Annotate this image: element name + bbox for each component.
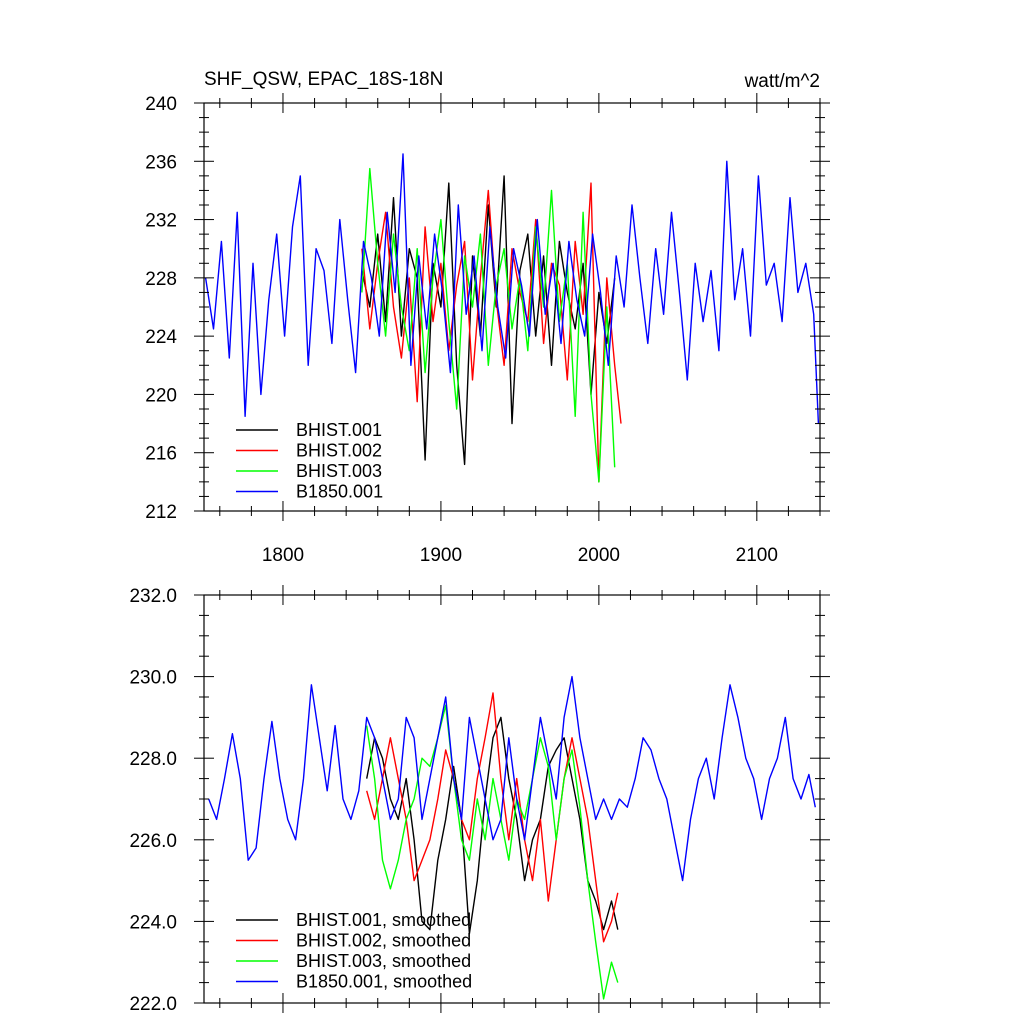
bottom-y-tick-label: 230.0 xyxy=(129,668,177,689)
bottom-legend-label-3: BHIST.003, smoothed xyxy=(296,951,471,971)
bottom-series-line-1 xyxy=(366,716,619,935)
bottom-y-tick-label: 226.0 xyxy=(129,831,177,852)
top-y-tick-label: 224 xyxy=(145,327,177,348)
bottom-legend-label-2: BHIST.002, smoothed xyxy=(296,931,471,951)
bottom-y-tick-label: 222.0 xyxy=(129,994,177,1015)
bottom-series-line-3 xyxy=(366,704,619,1000)
bottom-y-tick-label: 232.0 xyxy=(129,586,177,607)
top-y-tick-label: 232 xyxy=(145,211,177,232)
top-legend-label-1: BHIST.001 xyxy=(296,420,382,440)
top-y-tick-label: 212 xyxy=(145,502,177,523)
bottom-y-tick-label: 224.0 xyxy=(129,912,177,933)
top-x-tick-label: 1800 xyxy=(262,545,304,566)
top-series-line-3 xyxy=(361,167,616,483)
top-y-tick-label: 240 xyxy=(145,94,177,115)
top-legend-label-2: BHIST.002 xyxy=(296,441,382,461)
bottom-series-line-4 xyxy=(208,675,816,882)
top-y-tick-label: 236 xyxy=(145,152,177,173)
top-series-line-1 xyxy=(361,175,616,466)
top-y-tick-label: 220 xyxy=(145,385,177,406)
bottom-y-tick-label: 228.0 xyxy=(129,749,177,770)
top-legend-label-3: BHIST.003 xyxy=(296,461,382,481)
top-x-tick-label: 1900 xyxy=(420,545,462,566)
top-series-line-4 xyxy=(204,153,820,424)
top-y-tick-label: 228 xyxy=(145,269,177,290)
top-chart-title: SHF_QSW, EPAC_18S-18N xyxy=(204,69,443,90)
top-x-tick-label: 2000 xyxy=(578,545,620,566)
bottom-series-line-2 xyxy=(366,692,619,943)
bottom-legend-label-4: B1850.001, smoothed xyxy=(296,972,472,992)
bottom-legend-label-1: BHIST.001, smoothed xyxy=(296,910,471,930)
top-x-tick-label: 2100 xyxy=(736,545,778,566)
top-chart-units: watt/m^2 xyxy=(744,71,820,92)
top-y-tick-label: 216 xyxy=(145,444,177,465)
top-legend-label-4: B1850.001 xyxy=(296,482,383,502)
